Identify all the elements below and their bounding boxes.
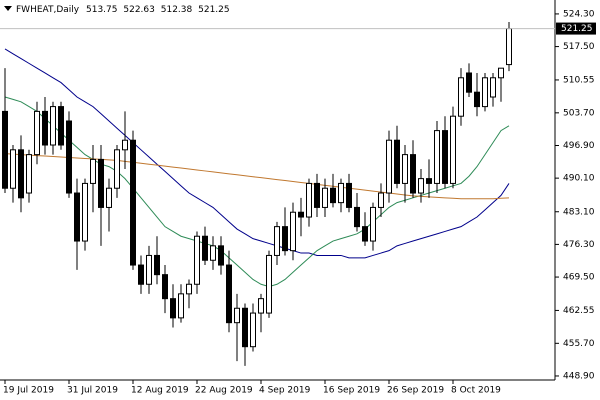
moving-average-line [4, 48, 510, 259]
candle-body [370, 206, 376, 242]
moving-average-line [4, 96, 510, 288]
x-tick-label: 22 Aug 2019 [195, 386, 253, 396]
candle-body [346, 182, 352, 208]
candle-body [474, 91, 480, 108]
x-tick-label: 8 Oct 2019 [451, 386, 501, 396]
candle-body [162, 274, 168, 300]
header-low: 512.38 [161, 5, 193, 15]
chart-header: FWHEAT,Daily 513.75 522.63 512.38 521.25 [16, 5, 230, 15]
candle-body [234, 307, 240, 324]
candle-body [466, 72, 472, 93]
candle-body [330, 187, 336, 204]
candle-body [66, 120, 72, 194]
x-tick-label: 4 Sep 2019 [259, 386, 311, 396]
candle-body [258, 298, 264, 314]
candle-body [138, 264, 144, 285]
candle-body [34, 110, 40, 156]
candle-body [434, 130, 440, 184]
y-tick-label: 517.50 [563, 42, 595, 52]
candle-body [50, 106, 56, 146]
candle-body [274, 226, 280, 256]
candle-body [82, 182, 88, 242]
candle-body [98, 158, 104, 208]
candle-body [450, 115, 456, 184]
header-open: 513.75 [86, 5, 118, 15]
candle-body [458, 77, 464, 117]
y-tick-label: 455.70 [563, 339, 595, 349]
candle-body [426, 178, 432, 184]
candle-body [130, 139, 136, 266]
candle-body [290, 211, 296, 252]
candle-body [506, 28, 512, 66]
candle-body [394, 139, 400, 184]
y-tick-label: 503.70 [563, 108, 595, 118]
chart-title: FWHEAT,Daily [16, 5, 80, 15]
y-tick-label: 476.30 [563, 240, 595, 250]
current-price-label: 521.25 [561, 24, 593, 34]
x-tick-label: 31 Jul 2019 [67, 386, 118, 396]
candle-body [170, 298, 176, 319]
candle-body [226, 264, 232, 324]
candle-body [386, 139, 392, 194]
x-tick-label: 26 Sep 2019 [387, 386, 444, 396]
x-tick-label: 19 Jul 2019 [3, 386, 54, 396]
candle-body [410, 154, 416, 194]
candle-body [306, 182, 312, 218]
candle-body [282, 226, 288, 252]
candle-body [106, 187, 112, 208]
header-close: 521.25 [198, 5, 230, 15]
candle-body [210, 245, 216, 261]
y-tick-label: 462.55 [563, 306, 595, 316]
candle-body [42, 110, 48, 146]
candle-body [122, 139, 128, 151]
candle-body [482, 77, 488, 108]
candle-body [194, 235, 200, 285]
candle-body [186, 283, 192, 295]
x-tick-label: 12 Aug 2019 [131, 386, 189, 396]
candle-body [58, 106, 64, 146]
y-tick-label: 469.50 [563, 273, 595, 283]
candle-body [202, 235, 208, 261]
candle-body [378, 192, 384, 208]
candle-body [2, 110, 8, 189]
candle-body [10, 149, 16, 189]
y-tick-label: 524.30 [563, 9, 595, 19]
current-price-box [556, 22, 596, 35]
moving-average-line [4, 153, 510, 200]
y-tick-label: 490.10 [563, 174, 595, 184]
candle-body [74, 192, 80, 242]
candle-body [18, 149, 24, 199]
y-tick-label: 496.90 [563, 141, 595, 151]
candle-body [418, 178, 424, 194]
candle-body [218, 245, 224, 266]
candle-body [498, 67, 504, 79]
candle-body [26, 154, 32, 194]
y-tick-label: 483.10 [563, 207, 595, 217]
candle-body [114, 149, 120, 189]
candle-body [146, 254, 152, 285]
candle-body [362, 226, 368, 242]
candle-body [338, 182, 344, 204]
candle-body [90, 158, 96, 184]
candle-body [298, 211, 304, 218]
candle-body [490, 77, 496, 98]
candle-body [266, 254, 272, 314]
header-high: 522.63 [123, 5, 155, 15]
candle-body [354, 206, 360, 228]
candle-body [154, 254, 160, 276]
candle-body [242, 307, 248, 348]
candle-body [178, 293, 184, 319]
candle-body [250, 312, 256, 348]
candle-body [314, 182, 320, 208]
x-tick-label: 16 Sep 2019 [323, 386, 380, 396]
candle-body [402, 154, 408, 184]
candle-body [322, 187, 328, 208]
candle-body [442, 130, 448, 184]
y-tick-label: 448.90 [563, 371, 595, 381]
menu-icon[interactable] [4, 6, 12, 11]
y-tick-label: 510.55 [563, 75, 595, 85]
